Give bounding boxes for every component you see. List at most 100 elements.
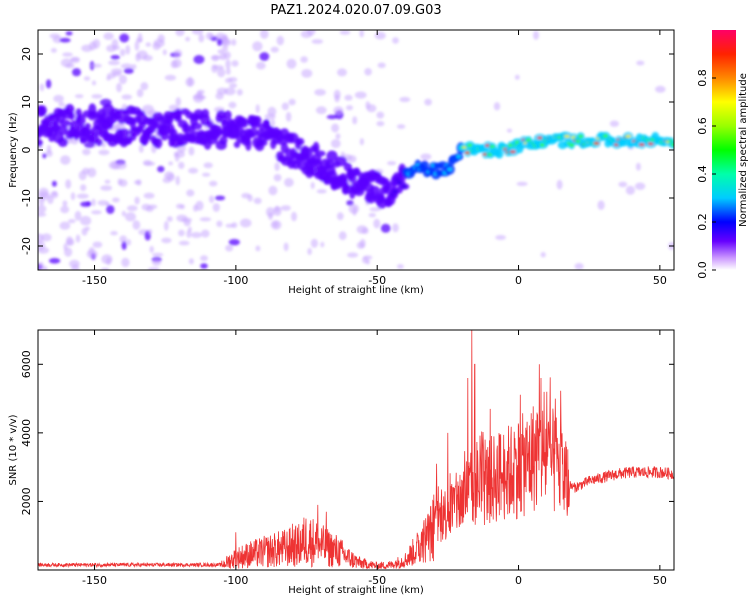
spectrogram-ridge-core (467, 143, 473, 148)
spectrogram-ridge-core (578, 134, 584, 139)
spectrogram-noise-blob (60, 205, 70, 214)
spectrogram-ridge-blob (247, 127, 259, 137)
spectrogram-noise-blob (82, 148, 91, 156)
colorbar-gradient (712, 30, 736, 270)
spectrogram-noise-blob (126, 205, 138, 212)
spectrogram-ridge-blob (95, 138, 103, 147)
spectrogram-noise-blob (134, 196, 140, 205)
spectrogram-noise-blob (101, 254, 113, 265)
spectrogram-noise-blob (495, 235, 506, 240)
spectrogram-noise-blob (141, 203, 151, 211)
snr-y-tick-label: 2000 (20, 487, 33, 515)
spectrogram-noise-blob (74, 210, 82, 221)
spectrogram-noise-blob (80, 201, 92, 207)
snr-frame (37, 329, 675, 571)
spectrogram-ridge-peak (625, 134, 632, 138)
spectrogram-noise-blob (91, 210, 102, 215)
spectrogram-noise-blob (201, 229, 210, 238)
spectrogram-noise-blob (121, 94, 133, 100)
spectrogram-noise-blob (228, 101, 237, 109)
spectrogram-noise-blob (157, 34, 165, 43)
spectrogram-ridge-peak (537, 136, 543, 140)
snr-x-tick-label: 50 (653, 574, 667, 587)
spectrogram-noise-blob (392, 37, 399, 44)
spectrogram-ridge-peak (509, 150, 516, 154)
spectrogram-noise-blob (82, 167, 90, 175)
spectrogram-noise-blob (136, 88, 144, 98)
spectrogram-xlabel: Height of straight line (km) (288, 285, 424, 296)
snr-xlabel: Height of straight line (km) (288, 585, 424, 596)
spectrogram-ridge-blob (324, 159, 335, 169)
spectrogram-noise-blob (373, 218, 381, 229)
spectrogram-noise-blob (49, 33, 61, 39)
spectrogram-noise-blob (273, 174, 282, 182)
spectrogram-noise-blob (274, 205, 280, 213)
spectrogram-noise-blob (176, 214, 188, 222)
spectrogram-noise-blob (609, 120, 620, 127)
spectrogram-noise-blob (335, 133, 341, 140)
spectrogram-noise-blob (339, 30, 351, 35)
spectrogram-noise-blob (281, 102, 289, 111)
spectrogram-noise-blob (92, 39, 101, 49)
spectrogram-ridge-core (569, 143, 575, 147)
spectrogram-noise-blob (424, 98, 432, 106)
spectrogram-ridge-blob (353, 167, 361, 176)
spectrogram-noise-blob (110, 55, 121, 60)
colorbar-tick-label: 0.4 (696, 165, 709, 183)
spectrogram-noise-blob (38, 205, 47, 213)
spectrogram-noise-blob (655, 85, 666, 93)
spectrogram-noise-blob (377, 62, 386, 69)
spectrogram-noise-blob (66, 236, 73, 246)
spectrogram-ridge-blob (301, 147, 313, 158)
spectrogram-ridge-blob (335, 156, 347, 167)
spectrogram-noise-blob (175, 175, 180, 186)
spectrogram-noise-blob (59, 37, 71, 43)
spectrogram-x-tick-label: 50 (653, 274, 667, 287)
spectrogram-ridge-blob (312, 141, 320, 154)
spectrogram-noise-blob (75, 234, 81, 243)
spectrogram-noise-blob (132, 220, 141, 230)
spectrogram-noise-blob (147, 229, 153, 235)
spectrogram-x-tick-label: 0 (515, 274, 522, 287)
spectrogram-noise-blob (108, 60, 120, 66)
spectrogram-noise-blob (163, 221, 169, 231)
snr-panel: -150 -100 -50 0 50 2000 4000 6000 Height of str… (8, 329, 675, 596)
spectrogram-noise-blob (176, 203, 183, 209)
spectrogram-noise-blob (193, 93, 204, 103)
spectrogram-ridge-peak (593, 141, 600, 145)
spectrogram-noise-blob (48, 258, 61, 264)
spectrogram-y-tick-label: 0 (20, 147, 33, 154)
spectrogram-noise-blob (311, 39, 324, 44)
spectrogram-noise-blob (45, 150, 53, 158)
spectrogram-noise-blob (359, 238, 366, 249)
spectrogram-ridge-blob (326, 150, 338, 162)
spectrogram-noise-blob (71, 264, 80, 270)
spectrogram-noise-blob (70, 192, 76, 201)
spectrogram-noise-blob (50, 48, 57, 53)
snr-background (38, 330, 674, 570)
spectrogram-ridge-blob (59, 119, 71, 127)
spectrogram-noise-blob (58, 101, 65, 107)
spectrogram-noise-blob (65, 31, 73, 36)
spectrogram-noise-blob (270, 119, 275, 127)
spectrogram-noise-blob (91, 94, 103, 99)
spectrogram-noise-blob (399, 96, 411, 103)
spectrogram-noise-blob (334, 94, 340, 103)
spectrogram-noise-blob (397, 264, 404, 269)
spectrogram-ridge-core (456, 154, 462, 159)
colorbar-label: Normalized spectral amplitude (738, 73, 749, 227)
spectrogram-noise-blob (202, 172, 211, 177)
spectrogram-noise-blob (224, 87, 236, 96)
spectrogram-noise-blob (138, 144, 144, 153)
spectrogram-noise-blob (162, 49, 167, 56)
spectrogram-ylabel: Frequency (Hz) (8, 112, 19, 188)
spectrogram-noise-blob (152, 252, 164, 257)
spectrogram-noise-blob (134, 180, 141, 185)
spectrogram-noise-blob (597, 200, 605, 210)
spectrogram-ridge-blob (252, 115, 262, 126)
spectrogram-noise-blob (252, 41, 263, 52)
spectrogram-noise-blob (380, 223, 391, 233)
spectrogram-noise-blob (112, 197, 120, 203)
spectrogram-noise-blob (84, 226, 90, 231)
